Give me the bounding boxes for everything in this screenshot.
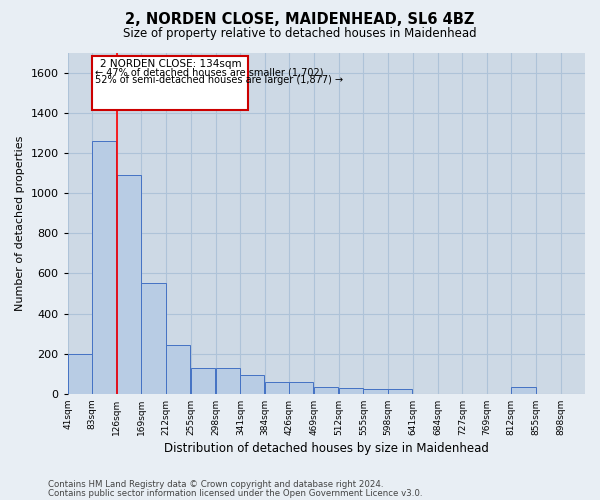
Y-axis label: Number of detached properties: Number of detached properties (15, 136, 25, 311)
Bar (191, 368, 215, 394)
Bar (68, 354, 92, 394)
Bar (116, 175, 141, 394)
Bar (215, 368, 240, 394)
Bar (289, 382, 313, 394)
Text: 52% of semi-detached houses are larger (1,877) →: 52% of semi-detached houses are larger (… (95, 74, 343, 85)
Text: ← 47% of detached houses are smaller (1,702): ← 47% of detached houses are smaller (1,… (95, 68, 323, 78)
Bar (142, 284, 166, 394)
Text: Size of property relative to detached houses in Maidenhead: Size of property relative to detached ho… (123, 28, 477, 40)
FancyBboxPatch shape (92, 56, 248, 110)
Bar (339, 388, 363, 394)
Bar (241, 374, 265, 394)
Bar (265, 382, 289, 394)
Text: 2 NORDEN CLOSE: 134sqm: 2 NORDEN CLOSE: 134sqm (100, 59, 241, 69)
Text: Contains public sector information licensed under the Open Government Licence v3: Contains public sector information licen… (48, 489, 422, 498)
Bar (314, 387, 338, 394)
Text: Contains HM Land Registry data © Crown copyright and database right 2024.: Contains HM Land Registry data © Crown c… (48, 480, 383, 489)
Text: 2, NORDEN CLOSE, MAIDENHEAD, SL6 4BZ: 2, NORDEN CLOSE, MAIDENHEAD, SL6 4BZ (125, 12, 475, 28)
Bar (511, 387, 536, 394)
Bar (166, 344, 190, 394)
Bar (388, 389, 412, 394)
Bar (92, 141, 116, 394)
X-axis label: Distribution of detached houses by size in Maidenhead: Distribution of detached houses by size … (164, 442, 489, 455)
Bar (364, 389, 388, 394)
